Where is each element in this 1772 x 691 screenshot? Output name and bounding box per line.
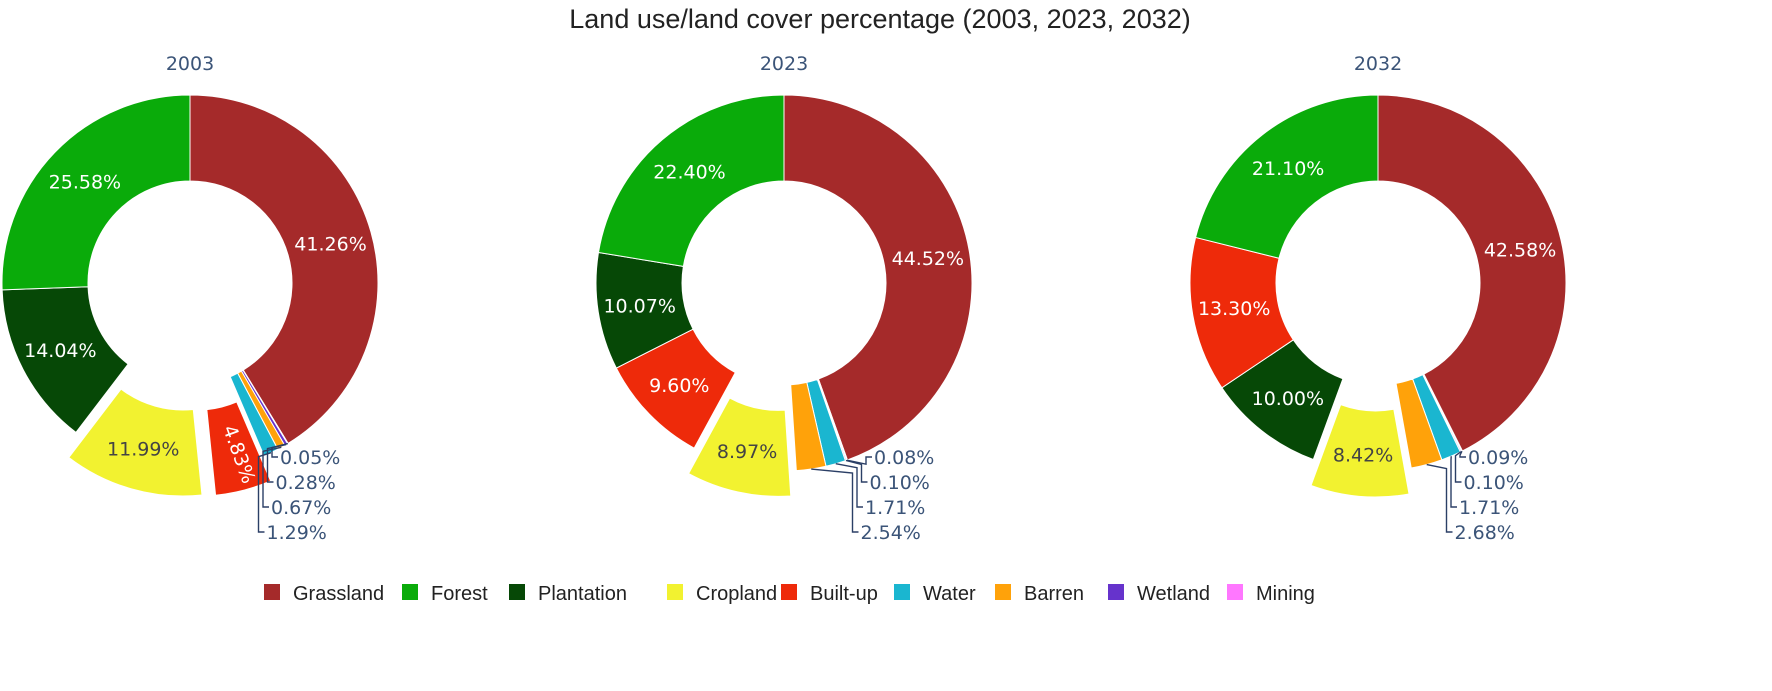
data-label-wetland: 0.10%	[1464, 472, 1524, 494]
slice-forest	[1194, 94, 1379, 259]
legend-swatch-plantation	[509, 584, 525, 600]
donut-chart-2023: 2023 44.52% 8.97% 9.60% 10.07% 22.40% 0.08% 0.1…	[595, 53, 973, 544]
legend-swatch-forest	[402, 584, 418, 600]
legend-label-mining: Mining	[1256, 583, 1315, 605]
slice-barren	[1395, 378, 1443, 469]
subplot-title: 2032	[1354, 53, 1402, 75]
legend-label-wetland: Wetland	[1137, 583, 1210, 605]
data-label-cropland: 8.97%	[717, 441, 777, 463]
leader-line-wetland	[845, 459, 868, 483]
data-label-wetland: 0.10%	[870, 472, 930, 494]
slice-barren	[790, 381, 827, 472]
slice-cropland	[1310, 404, 1410, 498]
data-label-grassland: 41.26%	[294, 233, 366, 255]
data-label-cropland: 8.42%	[1333, 444, 1393, 466]
slice-forest	[1, 94, 191, 291]
leader-line-wetland	[266, 443, 287, 483]
leader-line-mining	[1459, 450, 1466, 458]
legend-label-cropland: Cropland	[696, 583, 777, 605]
subplot-title: 2023	[760, 53, 808, 75]
legend-label-built-up: Built-up	[810, 583, 878, 605]
data-label-mining: 0.05%	[280, 447, 340, 469]
donut-chart-2032: 2032 42.58% 8.42% 10.00% 13.30% 21.10% 0.09% 0.…	[1189, 53, 1567, 544]
data-label-mining: 0.08%	[874, 447, 934, 469]
leader-line-mining	[846, 456, 872, 466]
slice-water	[229, 372, 279, 457]
chart-legend: Grassland Forest Plantation Cropland Built-u…	[264, 583, 1315, 605]
data-label-forest: 22.40%	[653, 162, 725, 184]
data-label-barren: 0.67%	[271, 497, 331, 519]
legend-label-water: Water	[923, 583, 976, 605]
slice-grassland	[1377, 94, 1567, 452]
slice-cropland	[687, 397, 792, 497]
legend-swatch-built-up	[781, 584, 797, 600]
data-label-mining: 0.09%	[1468, 447, 1528, 469]
leader-line-water	[257, 451, 272, 533]
leader-line-barren	[262, 446, 282, 508]
slice-built-up	[206, 401, 272, 496]
legend-swatch-mining	[1227, 584, 1243, 600]
slice-cropland	[68, 388, 203, 497]
subplot-title: 2003	[166, 53, 214, 75]
data-label-plantation: 14.04%	[24, 340, 96, 362]
data-label-forest: 21.10%	[1252, 158, 1324, 180]
legend-label-plantation: Plantation	[538, 583, 627, 605]
legend-label-forest: Forest	[431, 583, 488, 605]
leader-line-wetland	[1454, 451, 1462, 483]
legend-swatch-wetland	[1108, 584, 1124, 600]
leader-line-water	[1450, 456, 1457, 508]
data-label-cropland: 11.99%	[107, 439, 179, 461]
data-label-water: 1.71%	[1459, 497, 1519, 519]
data-label-plantation: 10.00%	[1252, 388, 1324, 410]
legend-swatch-cropland	[667, 584, 683, 600]
slice-grassland	[783, 94, 973, 461]
chart-title: Land use/land cover percentage (2003, 20…	[569, 4, 1190, 34]
data-label-forest: 25.58%	[49, 172, 121, 194]
legend-label-grassland: Grassland	[293, 583, 384, 605]
slice-forest	[597, 94, 785, 267]
legend-swatch-barren	[995, 584, 1011, 600]
data-label-water: 1.29%	[267, 522, 327, 544]
data-label-barren: 2.68%	[1455, 522, 1515, 544]
legend-swatch-grassland	[264, 584, 280, 600]
legend-swatch-water	[894, 584, 910, 600]
data-label-wetland: 0.28%	[276, 472, 336, 494]
legend-label-barren: Barren	[1024, 583, 1084, 605]
data-label-grassland: 44.52%	[892, 248, 964, 270]
leader-line-barren	[1426, 463, 1453, 533]
slice-grassland	[189, 94, 379, 445]
data-label-built-up: 9.60%	[649, 375, 709, 397]
data-label-barren: 2.54%	[861, 522, 921, 544]
donut-chart-2003: 200341.26%4.83%11.99%14.04%25.58%0.05%0.…	[1, 53, 379, 544]
data-label-built-up: 13.30%	[1198, 298, 1270, 320]
data-label-water: 1.71%	[865, 497, 925, 519]
leader-line-barren	[811, 468, 859, 533]
data-label-grassland: 42.58%	[1484, 239, 1556, 261]
leader-line-water	[835, 463, 863, 508]
data-label-plantation: 10.07%	[603, 295, 675, 317]
